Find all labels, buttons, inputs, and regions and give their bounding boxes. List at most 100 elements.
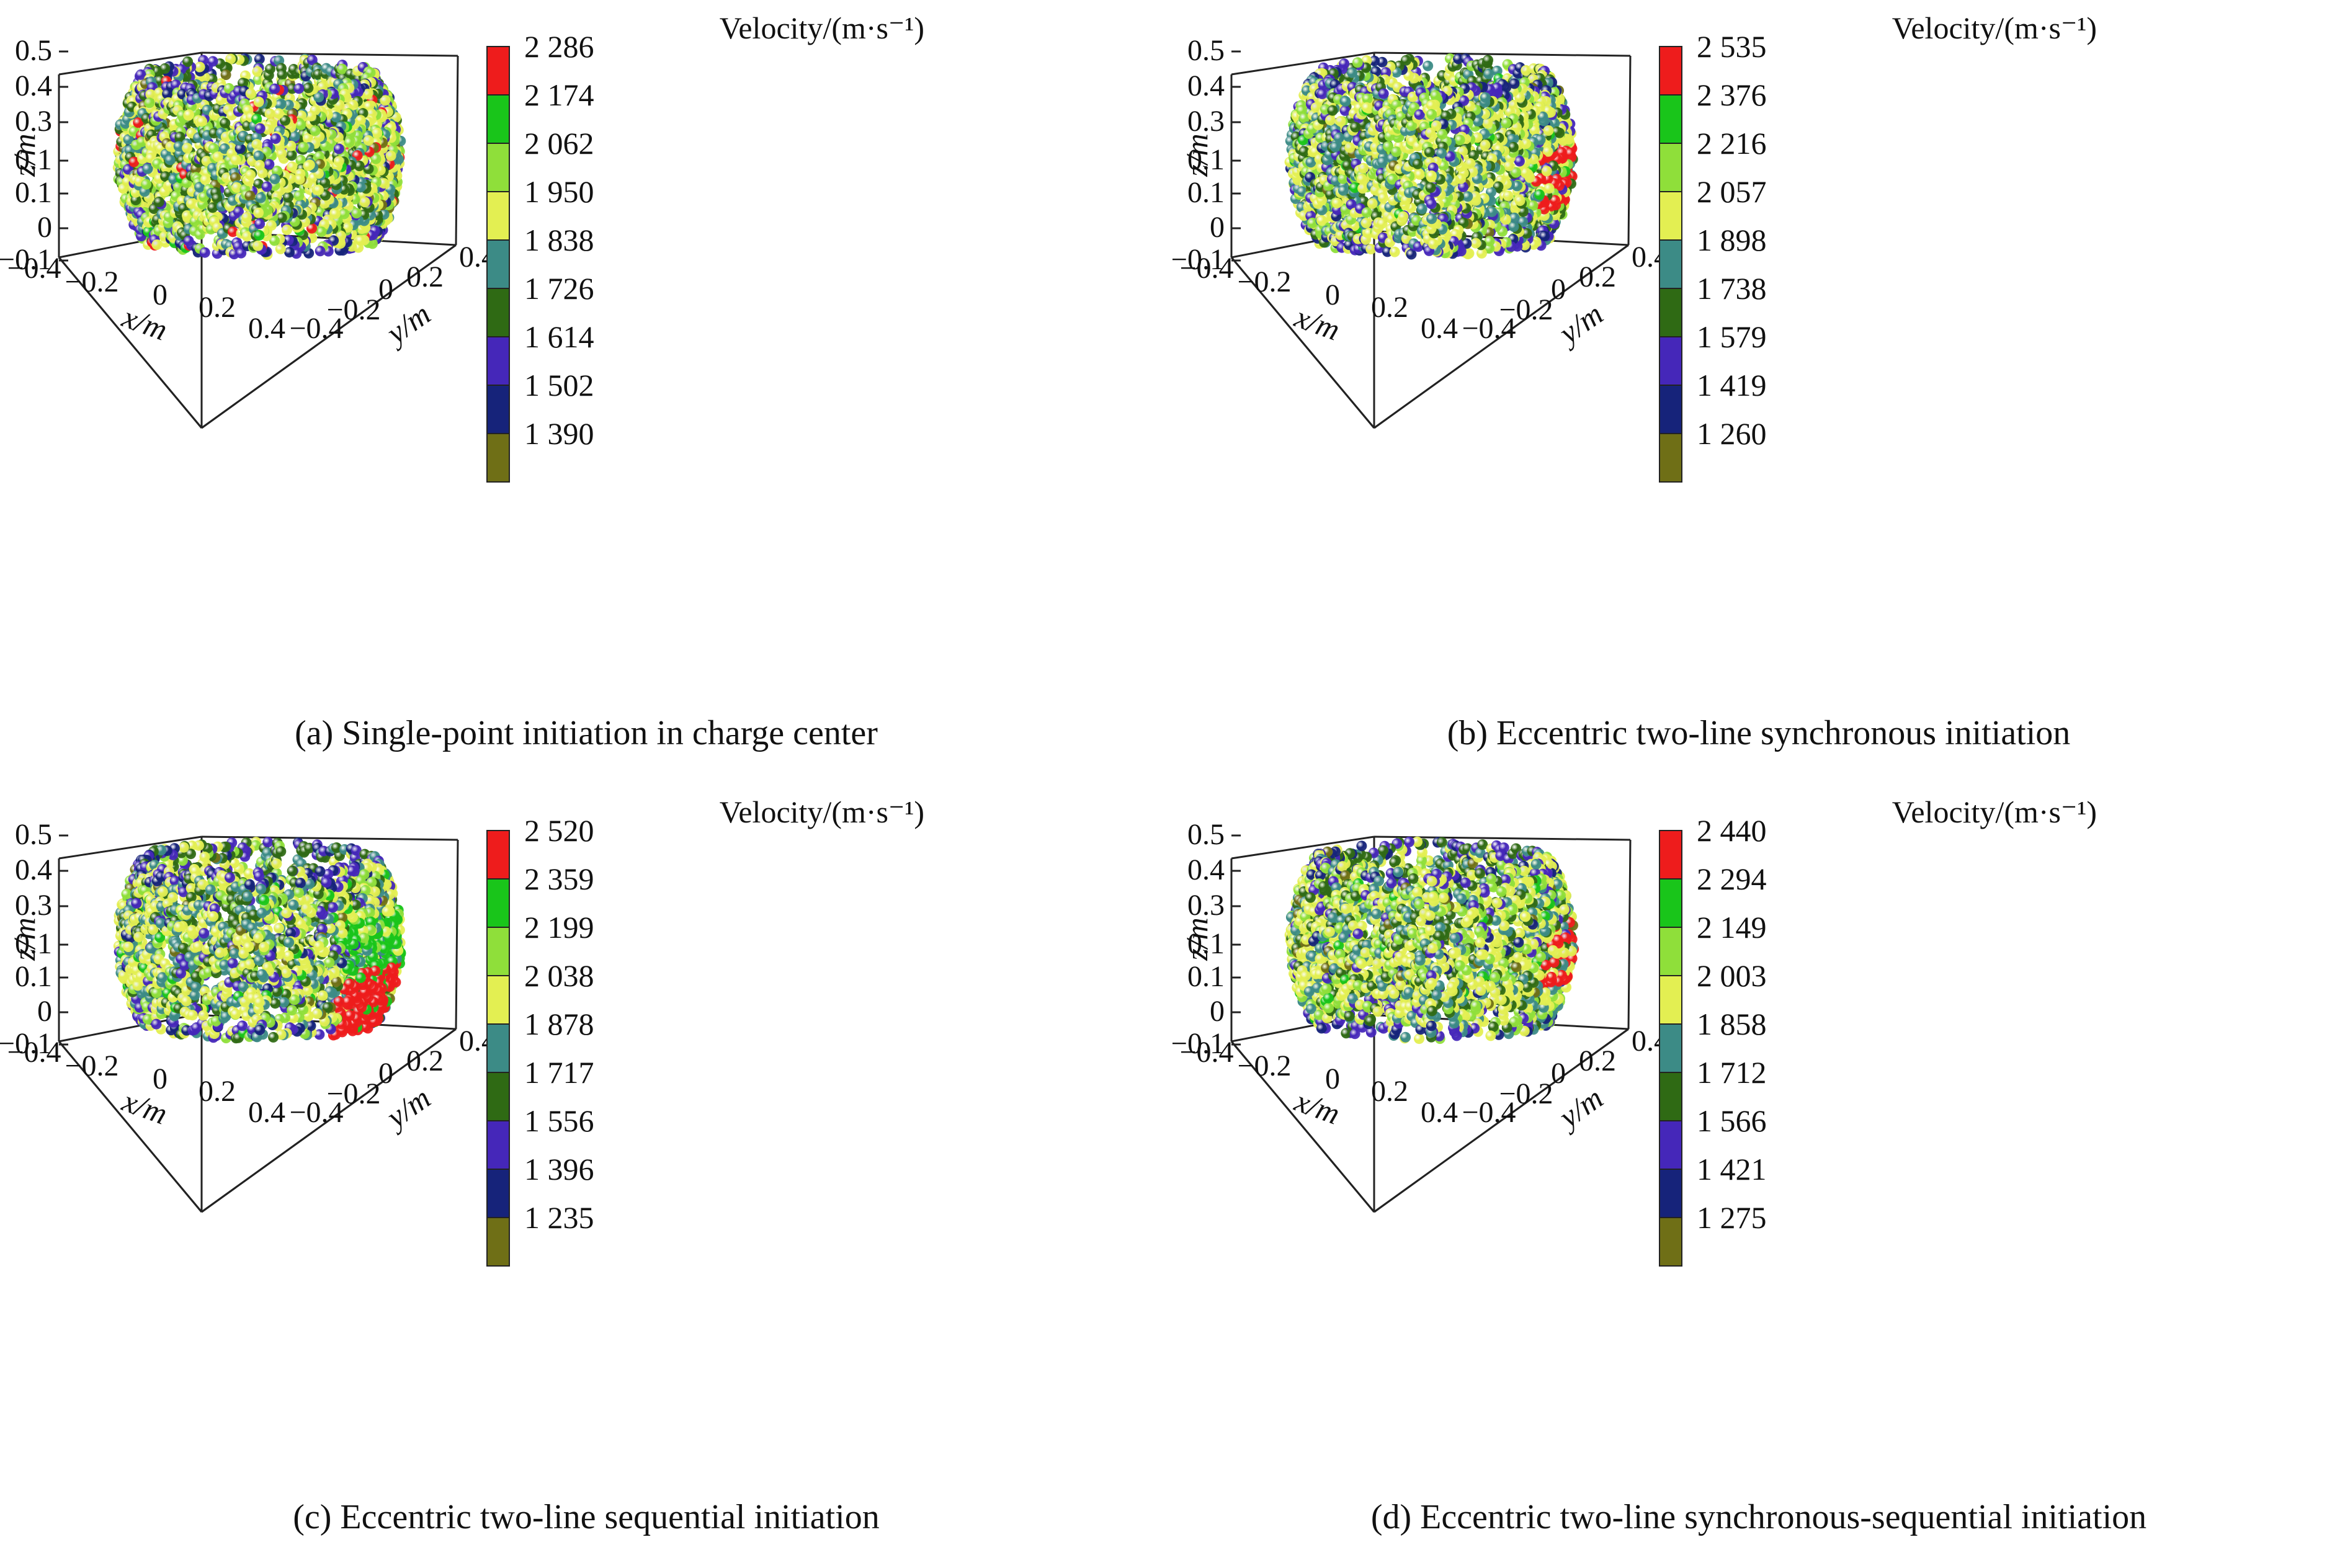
velocity-point (252, 240, 264, 251)
velocity-point (1509, 78, 1520, 89)
velocity-point (1537, 111, 1548, 122)
velocity-point (316, 226, 327, 238)
velocity-point (1361, 102, 1372, 113)
velocity-point (1550, 195, 1560, 206)
velocity-point (294, 174, 305, 185)
velocity-point (151, 239, 163, 250)
velocity-point (241, 212, 252, 223)
velocity-point (1542, 146, 1553, 157)
velocity-point (313, 184, 324, 195)
velocity-point (255, 192, 266, 203)
velocity-point (1565, 148, 1576, 159)
velocity-point (1378, 192, 1389, 203)
velocity-point (182, 210, 192, 221)
axis-line (201, 244, 457, 429)
colorbar-tick-label: 2 286 (524, 29, 594, 64)
panel-a: 0.5 0.4 0.3 0.1 0.1 0 −0.1 z/m −0.4 −0.2 0 0.2 0.4 x/… (0, 0, 1172, 784)
velocity-point (269, 235, 280, 246)
z-tick-label: 0.1 (15, 143, 52, 176)
velocity-point (1501, 117, 1512, 128)
velocity-point (355, 182, 366, 193)
velocity-point (1509, 212, 1520, 223)
velocity-point (1483, 68, 1494, 79)
velocity-point (1480, 92, 1491, 103)
scatter-cloud (1284, 53, 1578, 260)
velocity-point (330, 208, 341, 220)
velocity-point (1480, 140, 1491, 151)
y-tick-label: −0.4 (289, 312, 343, 345)
velocity-point (269, 174, 280, 184)
velocity-point (245, 88, 256, 99)
velocity-point (1344, 142, 1356, 153)
z-tick-label: 0.3 (15, 105, 52, 138)
velocity-point (1468, 149, 1479, 161)
velocity-point (287, 161, 298, 172)
velocity-point (370, 153, 382, 164)
velocity-point (293, 83, 305, 94)
velocity-point (133, 117, 144, 128)
velocity-point (317, 81, 328, 92)
velocity-point (277, 69, 288, 80)
velocity-point (165, 141, 176, 152)
velocity-point (306, 223, 317, 234)
velocity-point (220, 69, 231, 81)
velocity-point (283, 192, 293, 203)
velocity-point (1482, 118, 1493, 129)
velocity-point (201, 156, 212, 167)
velocity-point (1484, 236, 1495, 247)
velocity-point (220, 117, 231, 128)
velocity-point (319, 177, 331, 189)
velocity-point (276, 148, 287, 159)
velocity-point (1369, 55, 1380, 66)
velocity-point (270, 133, 281, 144)
colorbar-swatch (486, 94, 510, 144)
velocity-point (254, 123, 266, 134)
velocity-point (174, 131, 185, 143)
velocity-point (359, 197, 370, 208)
velocity-point (230, 172, 241, 183)
velocity-point (1335, 116, 1346, 127)
velocity-point (1377, 156, 1388, 167)
velocity-point (1316, 88, 1328, 99)
velocity-point (230, 154, 241, 166)
velocity-point (1338, 185, 1349, 196)
velocity-point (241, 231, 252, 242)
velocity-point (1298, 146, 1310, 157)
velocity-point (194, 61, 205, 73)
x-tick-label: 0.2 (199, 291, 236, 324)
x-tick-label: 0 (153, 278, 168, 311)
velocity-point (1389, 246, 1400, 257)
axis-line (58, 51, 202, 76)
velocity-point (1357, 183, 1369, 194)
velocity-point (208, 143, 219, 154)
velocity-point (212, 193, 223, 204)
velocity-point (212, 151, 223, 163)
colorbar-tick-label: 2 062 (524, 126, 594, 161)
chart-b: 0.50.40.30.10.10−0.1z/m−0.4 −0.2 0 0.20.4x/… (1172, 11, 2097, 483)
velocity-point (182, 143, 193, 154)
velocity-point (264, 159, 275, 170)
velocity-point (1541, 166, 1552, 177)
velocity-point (1378, 88, 1389, 99)
x-tick-label: −0.4 (7, 252, 61, 285)
panel-b: 0.5 0.4 0.3 0.1 0.1 0 −0.1 z/m −0.4 −0.2 0 0.2 0.4 x/… (1172, 0, 2345, 784)
velocity-point (1338, 173, 1349, 184)
velocity-point (234, 143, 246, 154)
velocity-point (1527, 200, 1539, 212)
colorbar-swatch (486, 239, 510, 289)
velocity-point (197, 116, 208, 127)
velocity-point (355, 235, 366, 246)
velocity-point (1367, 198, 1378, 209)
velocity-point (372, 127, 383, 138)
velocity-point (261, 181, 272, 192)
axis-line (58, 257, 203, 429)
velocity-point (286, 150, 297, 161)
velocity-point (276, 212, 287, 223)
velocity-point (123, 134, 134, 145)
velocity-point (351, 208, 362, 219)
velocity-point (337, 63, 347, 74)
velocity-point (313, 92, 324, 103)
velocity-point (1342, 160, 1353, 171)
velocity-point (1511, 167, 1522, 178)
z-axis-label: z/m (7, 133, 42, 177)
